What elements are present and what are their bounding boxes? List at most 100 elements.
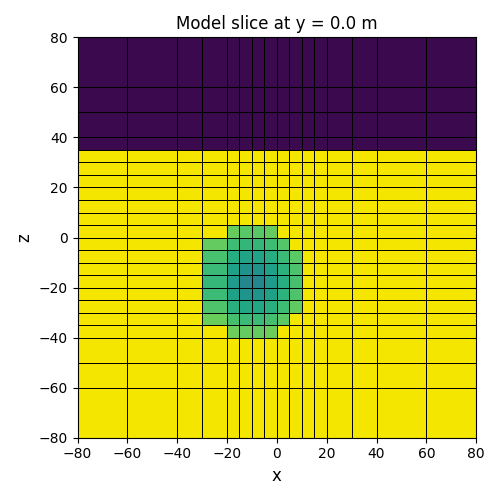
Bar bbox=[202, 150, 227, 162]
Bar bbox=[277, 300, 289, 312]
Bar bbox=[264, 188, 277, 200]
Bar bbox=[426, 175, 476, 188]
Bar bbox=[302, 225, 314, 237]
Bar bbox=[290, 362, 302, 388]
Bar bbox=[426, 362, 476, 388]
Bar bbox=[302, 388, 314, 438]
Bar bbox=[426, 225, 476, 237]
Bar bbox=[376, 338, 426, 362]
Bar bbox=[252, 238, 264, 250]
Bar bbox=[376, 300, 426, 312]
Bar bbox=[314, 200, 326, 212]
Bar bbox=[177, 150, 202, 162]
Bar bbox=[376, 150, 426, 162]
Bar bbox=[352, 112, 376, 138]
Bar bbox=[290, 338, 302, 362]
Bar bbox=[264, 150, 277, 162]
Bar bbox=[240, 150, 252, 162]
Bar bbox=[252, 388, 264, 438]
Bar bbox=[227, 250, 239, 262]
Bar bbox=[302, 238, 314, 250]
Bar bbox=[240, 200, 252, 212]
Bar bbox=[290, 212, 302, 225]
Bar bbox=[302, 275, 314, 287]
Bar bbox=[177, 238, 202, 250]
Bar bbox=[376, 325, 426, 338]
Bar bbox=[277, 388, 289, 438]
Bar bbox=[302, 112, 314, 138]
Bar bbox=[202, 300, 227, 312]
Bar bbox=[277, 212, 289, 225]
Bar bbox=[314, 112, 326, 138]
Bar bbox=[177, 88, 202, 112]
Bar bbox=[314, 138, 326, 150]
Bar bbox=[177, 162, 202, 175]
Bar bbox=[227, 288, 239, 300]
Bar bbox=[252, 275, 264, 287]
Bar bbox=[376, 175, 426, 188]
Bar bbox=[264, 112, 277, 138]
Bar bbox=[264, 300, 277, 312]
Bar bbox=[326, 225, 351, 237]
Bar bbox=[302, 175, 314, 188]
Bar bbox=[326, 388, 351, 438]
Bar bbox=[326, 88, 351, 112]
Bar bbox=[177, 250, 202, 262]
Bar bbox=[290, 312, 302, 325]
Bar bbox=[202, 275, 227, 287]
Bar bbox=[240, 388, 252, 438]
Bar bbox=[78, 325, 128, 338]
Bar bbox=[426, 238, 476, 250]
Bar bbox=[78, 162, 128, 175]
Bar bbox=[314, 175, 326, 188]
Bar bbox=[252, 262, 264, 275]
Bar bbox=[227, 225, 239, 237]
Bar bbox=[202, 188, 227, 200]
Bar bbox=[264, 325, 277, 338]
Bar bbox=[277, 262, 289, 275]
Bar bbox=[314, 362, 326, 388]
Bar bbox=[264, 138, 277, 150]
Bar bbox=[426, 338, 476, 362]
Bar bbox=[314, 262, 326, 275]
Bar bbox=[177, 262, 202, 275]
Bar bbox=[302, 262, 314, 275]
Bar bbox=[277, 138, 289, 150]
Bar bbox=[426, 212, 476, 225]
Bar bbox=[302, 300, 314, 312]
Bar bbox=[426, 88, 476, 112]
Bar bbox=[78, 338, 128, 362]
Bar bbox=[227, 162, 239, 175]
Bar bbox=[314, 338, 326, 362]
Bar bbox=[326, 150, 351, 162]
Bar bbox=[314, 388, 326, 438]
Bar bbox=[240, 225, 252, 237]
Bar bbox=[314, 275, 326, 287]
Bar bbox=[376, 162, 426, 175]
Bar bbox=[376, 250, 426, 262]
Bar bbox=[352, 225, 376, 237]
Bar bbox=[314, 288, 326, 300]
Bar bbox=[227, 200, 239, 212]
Bar bbox=[314, 300, 326, 312]
Bar bbox=[426, 38, 476, 88]
Bar bbox=[202, 262, 227, 275]
Bar bbox=[376, 200, 426, 212]
Bar bbox=[252, 338, 264, 362]
Bar bbox=[326, 312, 351, 325]
Bar bbox=[352, 362, 376, 388]
Bar bbox=[352, 138, 376, 150]
Bar bbox=[352, 150, 376, 162]
Bar bbox=[302, 325, 314, 338]
Bar bbox=[252, 188, 264, 200]
Bar bbox=[240, 238, 252, 250]
Bar bbox=[264, 212, 277, 225]
Bar bbox=[128, 175, 177, 188]
Bar bbox=[277, 225, 289, 237]
Bar bbox=[426, 325, 476, 338]
Bar bbox=[78, 88, 128, 112]
Bar bbox=[227, 238, 239, 250]
Bar bbox=[128, 162, 177, 175]
Bar bbox=[426, 112, 476, 138]
Bar bbox=[78, 38, 128, 88]
